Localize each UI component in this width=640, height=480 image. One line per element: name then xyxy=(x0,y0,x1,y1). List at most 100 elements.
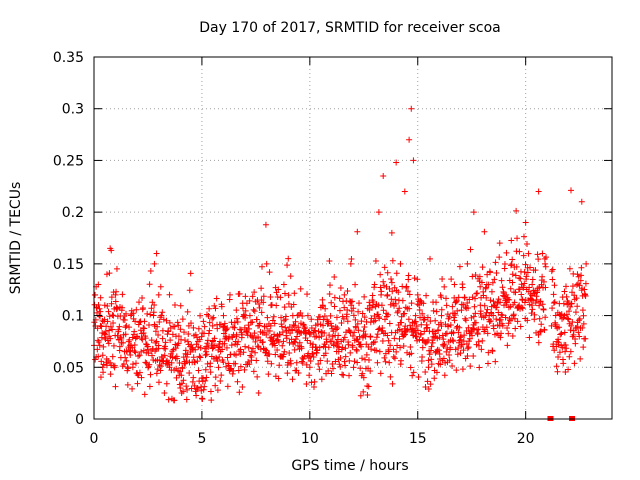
data-point xyxy=(441,372,448,379)
data-point xyxy=(134,333,141,340)
data-point xyxy=(477,308,484,315)
data-point xyxy=(150,309,157,316)
data-point xyxy=(344,306,351,313)
y-tick-label: 0.3 xyxy=(62,102,84,118)
data-point xyxy=(116,343,123,350)
data-point xyxy=(307,340,314,347)
data-point xyxy=(339,344,346,351)
data-point xyxy=(234,319,241,326)
data-point xyxy=(156,319,163,326)
data-point xyxy=(248,353,255,360)
data-point xyxy=(295,324,302,331)
data-point xyxy=(508,237,515,244)
data-point xyxy=(341,334,348,341)
data-point xyxy=(364,382,371,389)
data-point xyxy=(280,281,287,288)
data-point xyxy=(372,317,379,324)
data-point xyxy=(352,316,359,323)
data-point xyxy=(346,328,353,335)
data-point xyxy=(397,260,404,267)
data-point xyxy=(484,330,491,337)
data-point xyxy=(520,252,527,259)
data-point xyxy=(455,329,462,336)
data-point xyxy=(513,207,520,214)
data-point xyxy=(211,335,218,342)
data-point xyxy=(237,363,244,370)
data-point xyxy=(273,302,280,309)
data-point xyxy=(359,310,366,317)
data-point xyxy=(195,367,202,374)
data-point xyxy=(146,383,153,390)
data-point xyxy=(575,329,582,336)
data-point xyxy=(168,359,175,366)
data-point xyxy=(432,333,439,340)
data-point xyxy=(316,366,323,373)
data-point xyxy=(381,264,388,271)
data-point xyxy=(419,344,426,351)
data-point xyxy=(184,386,191,393)
data-point xyxy=(564,315,571,322)
data-point xyxy=(526,334,533,341)
data-point xyxy=(198,395,205,402)
data-point xyxy=(350,305,357,312)
data-point xyxy=(413,333,420,340)
data-point xyxy=(426,351,433,358)
data-point xyxy=(286,350,293,357)
data-point xyxy=(491,276,498,283)
data-point xyxy=(111,362,118,369)
data-point xyxy=(145,321,152,328)
data-point xyxy=(352,281,359,288)
data-point xyxy=(275,286,282,293)
data-point xyxy=(399,297,406,304)
data-point xyxy=(524,317,531,324)
data-point xyxy=(528,302,535,309)
y-tick-label: 0.15 xyxy=(53,257,84,273)
data-point xyxy=(176,359,183,366)
data-point xyxy=(385,348,392,355)
data-point xyxy=(558,330,565,337)
data-point xyxy=(214,358,221,364)
data-point xyxy=(178,389,185,396)
data-point xyxy=(109,326,116,333)
data-point xyxy=(214,325,221,332)
data-point xyxy=(328,299,335,306)
data-point xyxy=(206,319,213,326)
data-point xyxy=(373,334,380,341)
data-point xyxy=(385,311,392,318)
data-point xyxy=(410,369,417,376)
data-point xyxy=(342,362,349,369)
data-point xyxy=(403,327,410,334)
data-point xyxy=(576,333,583,340)
data-point xyxy=(256,304,263,311)
data-point xyxy=(487,318,494,325)
data-point xyxy=(449,337,456,344)
data-point xyxy=(204,340,211,347)
data-point xyxy=(326,282,333,289)
data-point xyxy=(113,306,120,313)
data-point xyxy=(300,355,307,362)
data-point xyxy=(460,347,467,354)
data-point xyxy=(354,359,361,366)
data-point xyxy=(409,372,416,379)
data-point xyxy=(495,296,502,303)
data-point xyxy=(275,338,282,345)
data-point xyxy=(375,209,382,216)
data-point xyxy=(382,350,389,357)
data-point xyxy=(271,342,278,349)
data-point xyxy=(231,324,238,331)
data-point xyxy=(239,305,246,312)
data-point xyxy=(175,322,182,329)
data-point xyxy=(358,343,365,350)
data-point xyxy=(493,316,500,323)
data-point xyxy=(537,328,544,335)
data-point xyxy=(125,365,132,372)
data-point xyxy=(355,308,362,315)
data-point xyxy=(277,294,284,301)
data-point xyxy=(200,318,207,325)
data-point xyxy=(209,315,216,322)
data-point xyxy=(495,309,502,316)
data-point xyxy=(234,378,241,385)
data-point xyxy=(401,331,408,338)
data-point xyxy=(194,384,201,391)
data-point xyxy=(455,345,462,352)
